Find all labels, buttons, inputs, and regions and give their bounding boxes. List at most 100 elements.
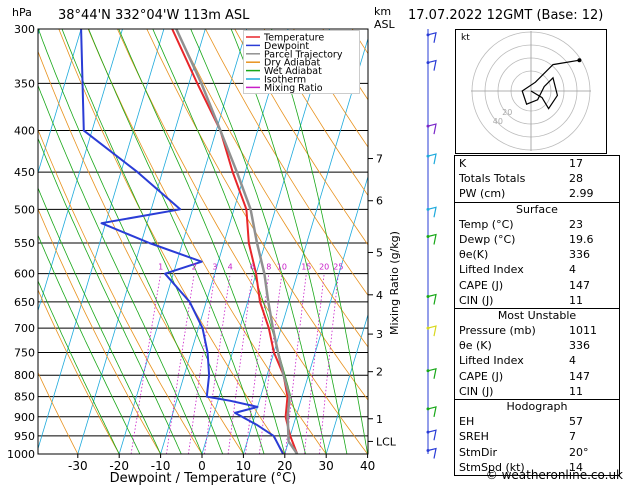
- dry-adiabat-line: [146, 29, 368, 401]
- pressure-tick-label: 850: [14, 391, 35, 404]
- legend-entry-label: Wet Adiabat: [264, 66, 322, 77]
- wet-adiabat-line: [88, 29, 265, 454]
- pressure-tick-label: 1000: [7, 448, 35, 461]
- wind-barb-dot: [426, 430, 430, 434]
- index-label: CIN (J): [459, 384, 494, 398]
- plot-frame: [37, 28, 369, 455]
- index-row: Temp (°C) 23: [455, 217, 619, 232]
- wet-adiabat-line: [38, 186, 161, 454]
- wet-adiabat-line: [38, 84, 203, 454]
- isotherm-line: [38, 29, 165, 451]
- index-row: Lifted Index 4: [455, 262, 619, 277]
- wind-barb-dot: [426, 61, 430, 65]
- wind-barb-dot: [426, 448, 430, 452]
- temperature-line: [171, 29, 299, 454]
- pressure-tick-label: 300: [14, 23, 35, 36]
- index-value: 20°: [569, 445, 589, 459]
- mixing-ratio-axis-label: Mixing Ratio (g/kg): [388, 231, 401, 335]
- index-row: StmDir 20°: [455, 445, 619, 460]
- index-label: Lifted Index: [459, 354, 524, 368]
- index-row: StmSpd (kt) 14: [455, 460, 619, 475]
- index-label: Lifted Index: [459, 263, 524, 277]
- index-value: 336: [569, 248, 590, 262]
- dewpoint-line: [80, 29, 284, 454]
- legend-entry-label: Parcel Trajectory: [264, 49, 343, 60]
- mixing-ratio-label: 10: [277, 263, 287, 272]
- km-tick-label: LCL: [376, 435, 397, 448]
- index-label: StmDir: [459, 445, 498, 459]
- wet-adiabat-line: [61, 29, 244, 454]
- pressure-tick-label: 900: [14, 411, 35, 424]
- isotherm-line: [38, 29, 123, 313]
- wind-barb-dot: [426, 407, 430, 411]
- pressure-tick-label: 350: [14, 77, 35, 90]
- footer-credit: © weatheronline.co.uk: [485, 468, 623, 482]
- pressure-tick-label: 800: [14, 369, 35, 382]
- index-row: Pressure (mb) 1011: [455, 323, 619, 338]
- mixing-ratio-label: 20: [319, 263, 329, 272]
- index-row: θe (K) 336: [455, 338, 619, 353]
- wet-adiabat-line: [38, 279, 120, 454]
- dry-adiabat-line: [175, 29, 368, 348]
- hodograph-ring-label: 20: [502, 108, 512, 117]
- wet-adiabat-line: [38, 234, 141, 454]
- mixing-ratio-line: [284, 273, 307, 454]
- mixing-ratio-label: 2: [192, 263, 197, 272]
- dry-adiabat-line: [263, 29, 368, 197]
- index-value: 147: [569, 278, 590, 292]
- index-label: EH: [459, 415, 475, 429]
- dry-adiabat-line: [38, 371, 79, 454]
- wind-barb-dot: [426, 154, 430, 158]
- dry-adiabat-line: [38, 288, 120, 454]
- index-row: EH 57: [455, 414, 619, 429]
- indices-panel: K 17 Totals Totals 28 PW (cm) 2.99 Surface Tem…: [454, 155, 620, 476]
- index-row: CAPE (J) 147: [455, 369, 619, 384]
- most-unstable-box: Most Unstable Pressure (mb) 1011 θe (K) 336 L…: [454, 307, 620, 400]
- index-row: CAPE (J) 147: [455, 278, 619, 293]
- section-title: Hodograph: [506, 400, 568, 413]
- temperature-tick-label: 10: [236, 459, 251, 473]
- mixing-ratio-line: [188, 273, 216, 454]
- isotherm-line: [325, 313, 368, 454]
- index-value: 17: [569, 157, 583, 170]
- dry-adiabat-line: [87, 29, 327, 454]
- dry-adiabat-line: [38, 128, 203, 454]
- index-label: Pressure (mb): [459, 324, 536, 338]
- legend-entry-label: Isotherm: [264, 75, 306, 86]
- wind-barb: [427, 31, 437, 43]
- hodograph-trace: [521, 59, 580, 110]
- x-axis-label: Dewpoint / Temperature (°C): [110, 471, 297, 486]
- wind-barb-dot: [426, 234, 430, 238]
- legend-entry-label: Mixing Ratio: [264, 83, 323, 94]
- wind-barb-dot: [426, 369, 430, 373]
- temperature-tick-label: -10: [151, 459, 171, 473]
- temperature-tick-label: 40: [360, 459, 375, 473]
- pressure-tick-label: 600: [14, 268, 35, 281]
- legend: [243, 30, 360, 94]
- isotherm-line: [38, 29, 82, 175]
- mixing-ratio-line: [227, 273, 253, 454]
- km-tick-label: 5: [376, 246, 383, 259]
- mixing-ratio-line: [130, 273, 162, 454]
- index-value: 4: [569, 354, 576, 368]
- pressure-tick-label: 650: [14, 296, 35, 309]
- pressure-tick-label: 500: [14, 203, 35, 216]
- wind-barb-dot: [426, 33, 430, 37]
- hodograph-end-marker: [577, 58, 582, 63]
- wind-barb-dot: [426, 326, 430, 330]
- index-row: K 17: [455, 156, 619, 171]
- mixing-ratio-line: [319, 273, 339, 454]
- wind-barb-dot: [426, 294, 430, 298]
- index-value: 57: [569, 415, 583, 429]
- index-row: Lifted Index 4: [455, 353, 619, 368]
- hodograph-unit-label: kt: [461, 33, 470, 43]
- pressure-tick-label: 450: [14, 166, 35, 179]
- index-value: 11: [569, 384, 583, 398]
- temperature-tick-label: -20: [109, 459, 129, 473]
- dry-adiabat-line: [38, 50, 244, 454]
- km-tick-label: 4: [376, 289, 383, 302]
- wind-barb: [427, 206, 437, 218]
- index-label: CAPE (J): [459, 369, 504, 383]
